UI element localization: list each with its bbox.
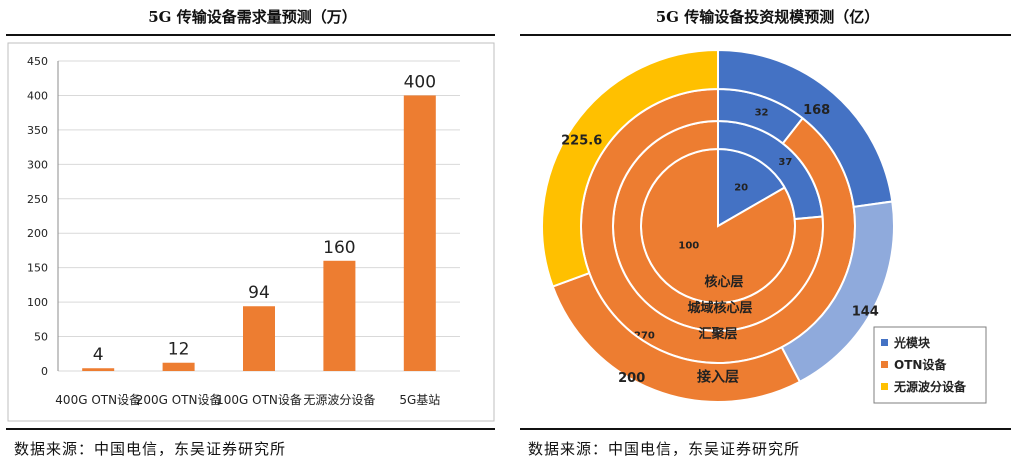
ring-slice: [541, 48, 719, 288]
x-tick-label: 200G OTN设备: [136, 393, 222, 407]
y-tick-label: 200: [27, 227, 48, 240]
slice-data-label: 225.6: [561, 133, 602, 148]
legend-swatch: [881, 361, 888, 368]
right-top-rule: [520, 34, 1011, 36]
x-tick-label: 100G OTN设备: [216, 393, 302, 407]
bar-data-label: 12: [168, 340, 190, 360]
slice-data-label: 100: [678, 241, 699, 252]
y-tick-label: 0: [41, 365, 48, 378]
slice-data-label: 144: [852, 304, 879, 319]
y-tick-label: 250: [27, 193, 48, 206]
y-tick-label: 400: [27, 89, 48, 102]
ring-category-label: 接入层: [697, 369, 739, 386]
slice-data-label: 20: [734, 182, 748, 193]
bar-data-label: 160: [323, 238, 355, 258]
bar-data-label: 4: [93, 345, 104, 365]
ring-category-label: 核心层: [704, 274, 743, 290]
bar: [162, 362, 195, 371]
left-panel: 5G 传输设备需求量预测（万） 0 50 100 150 200 250 300 350 400…: [0, 0, 505, 475]
bar-chart: 0 50 100 150 200 250 300 350 400 450 4 400G OTN设备 12…: [7, 42, 495, 422]
y-tick-label: 100: [27, 296, 48, 309]
slice-data-label: 200: [618, 371, 645, 386]
slice-data-label: 168: [803, 103, 830, 118]
legend-swatch: [881, 383, 888, 390]
legend-entry: 无源波分设备: [893, 379, 967, 394]
legend-entry: OTN设备: [894, 357, 947, 372]
y-tick-label: 50: [34, 331, 48, 344]
bar: [82, 368, 115, 371]
y-tick-label: 450: [27, 55, 48, 68]
x-tick-label: 5G基站: [399, 393, 440, 407]
x-tick-label: 400G OTN设备: [55, 393, 141, 407]
bar: [323, 260, 356, 371]
bar: [243, 306, 275, 371]
right-panel: 5G 传输设备投资规模预测（亿） 20100核心层37120城域核心层32270…: [514, 0, 1021, 475]
bar-data-label: 94: [248, 283, 270, 303]
x-tick-label: 无源波分设备: [303, 393, 375, 407]
right-source-note: 数据来源：中国电信，东吴证券研究所: [528, 440, 801, 458]
bar: [403, 95, 436, 371]
legend-swatch: [881, 339, 888, 346]
left-source-note: 数据来源：中国电信，东吴证券研究所: [14, 440, 287, 458]
right-bottom-rule: [520, 428, 1011, 430]
left-bottom-rule: [6, 428, 495, 430]
right-chart-title: 5G 传输设备投资规模预测（亿）: [655, 8, 880, 26]
ring-category-label: 城域核心层: [687, 300, 752, 316]
ring-pie-chart: 20100核心层37120城域核心层32270汇聚层168144200225.6…: [541, 48, 987, 404]
left-chart-title: 5G 传输设备需求量预测（万）: [148, 8, 357, 26]
y-tick-label: 300: [27, 158, 48, 171]
slice-data-label: 270: [634, 330, 655, 341]
y-tick-label: 350: [27, 124, 48, 137]
left-top-rule: [6, 34, 495, 36]
slice-data-label: 32: [755, 108, 769, 119]
slice-data-label: 37: [778, 157, 792, 168]
legend-entry: 光模块: [893, 335, 931, 350]
y-tick-label: 150: [27, 262, 48, 275]
legend-box: [873, 326, 987, 404]
ring-category-label: 汇聚层: [698, 327, 737, 342]
bar-data-label: 400: [404, 72, 436, 92]
